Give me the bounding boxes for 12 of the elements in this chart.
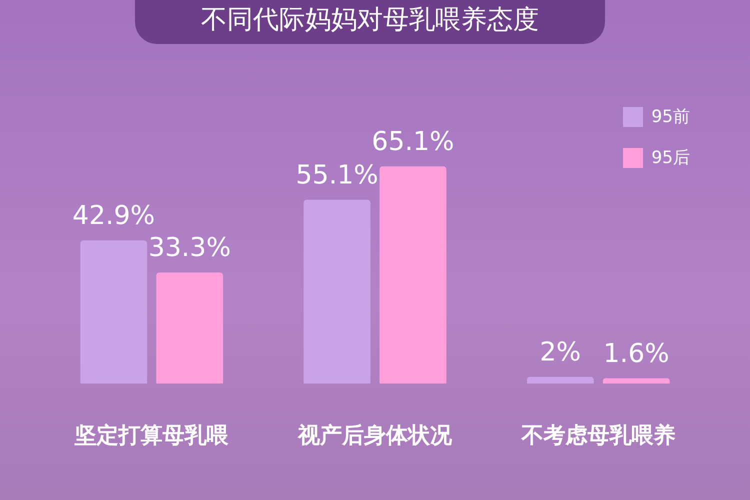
legend-label: 95后: [651, 147, 690, 169]
data-label: 1.6%: [603, 339, 670, 370]
data-label: 2%: [540, 338, 581, 368]
data-label: 33.3%: [148, 233, 231, 264]
chart-title: 不同代际妈妈对母乳喂养态度: [135, 0, 605, 44]
x-tick-label: 不考虑母乳喂养: [520, 422, 676, 449]
x-tick-label: 坚定打算母乳喂: [74, 422, 230, 449]
data-label: 42.9%: [72, 201, 156, 232]
data-label: 65.1%: [372, 127, 454, 158]
x-tick-label: 视产后身体状况: [297, 422, 453, 449]
data-label: 55.1%: [296, 160, 378, 190]
legend-label: 95前: [651, 106, 690, 128]
